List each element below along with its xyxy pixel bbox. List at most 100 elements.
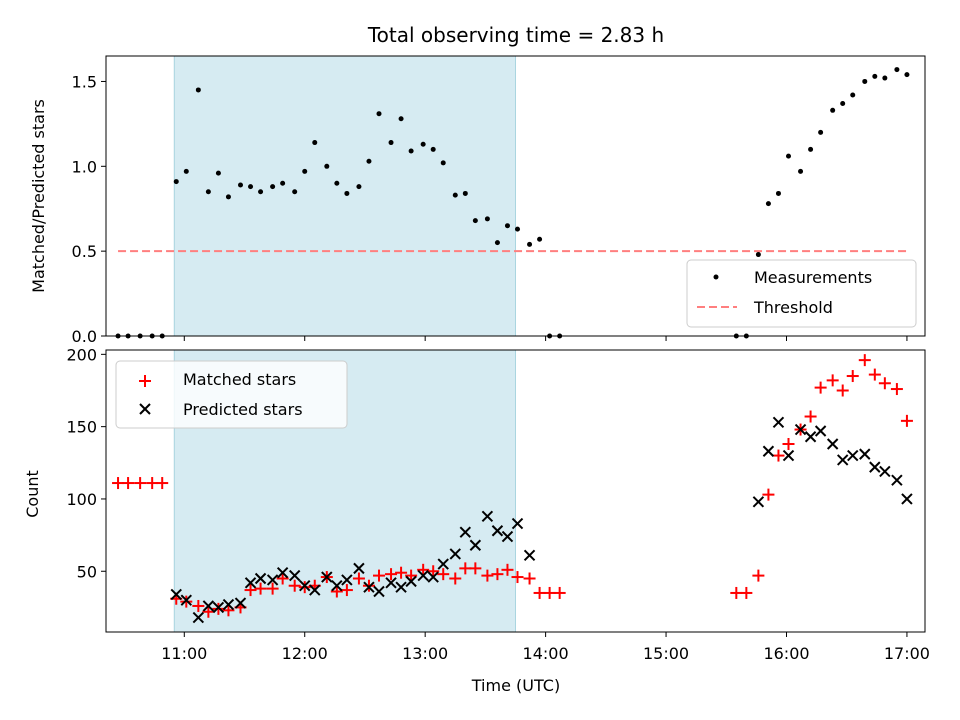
legend-measurements-label: Measurements (754, 268, 872, 287)
legend-matched-label: Matched stars (183, 370, 296, 389)
bottom-ytick-label: 50 (77, 562, 97, 581)
matched-point (254, 582, 267, 595)
matched-point (752, 569, 765, 582)
matched-point (762, 488, 775, 501)
matched-point (373, 569, 385, 582)
bottom-xtick-label: 14:00 (523, 644, 569, 663)
bottom-xtick-label: 12:00 (282, 644, 328, 663)
matched-point (890, 383, 903, 396)
measurement-point (302, 168, 308, 174)
measurement-point (398, 116, 404, 122)
measurement-point (882, 75, 888, 81)
measurement-point (388, 140, 394, 146)
legend-predicted-marker (139, 403, 151, 415)
measurement-point (894, 67, 900, 73)
predicted-point (222, 598, 235, 611)
predicted-point (847, 449, 859, 462)
matched-point (340, 584, 353, 597)
matched-point (523, 572, 536, 585)
matched-point (900, 414, 913, 427)
measurement-point (195, 87, 201, 93)
matched-point (449, 572, 462, 585)
predicted-point (341, 574, 353, 586)
measurement-point (452, 192, 458, 198)
measurement-point (765, 201, 771, 207)
predicted-point (449, 548, 461, 560)
matched-point (134, 477, 147, 490)
measurement-point (183, 168, 189, 174)
matched-point (730, 586, 743, 599)
matched-point (156, 477, 169, 490)
matched-point (212, 602, 225, 615)
matched-point (192, 599, 205, 612)
predicted-point (869, 461, 881, 473)
measurement-point (366, 158, 372, 164)
bottom-xtick-label: 11:00 (161, 644, 207, 663)
bottom-ylabel: Count (23, 470, 42, 518)
measurement-point (334, 180, 340, 186)
matched-point (804, 410, 817, 423)
measurement-point (258, 189, 264, 195)
predicted-point (244, 577, 257, 589)
predicted-point (427, 571, 439, 583)
measurement-point (755, 252, 761, 258)
matched-point (222, 604, 235, 617)
predicted-point (859, 448, 871, 460)
measurement-point (472, 218, 478, 224)
predicted-point (469, 539, 482, 551)
predicted-point (331, 580, 343, 592)
predicted-point (752, 496, 765, 508)
legend-measurements-marker (713, 274, 719, 280)
measurement-point (420, 141, 426, 147)
matched-point (244, 584, 257, 597)
predicted-point (836, 454, 849, 466)
measurement-point (312, 140, 318, 146)
predicted-point (299, 580, 311, 592)
predicted-point (804, 431, 817, 443)
top-ytick-label: 0.0 (72, 327, 97, 346)
measurement-point (798, 168, 804, 174)
matched-point (298, 581, 311, 594)
measurement-point (872, 73, 878, 79)
matched-point (112, 477, 125, 490)
predicted-point (901, 493, 913, 505)
matched-point (385, 568, 398, 581)
predicted-point (891, 474, 903, 486)
predicted-point (405, 575, 417, 588)
predicted-point (459, 526, 472, 538)
bottom-legend-box (115, 360, 348, 429)
measurement-point (344, 190, 350, 196)
predicted-point (772, 416, 785, 429)
predicted-point (417, 569, 429, 582)
matched-point (836, 384, 849, 397)
predicted-point (170, 588, 182, 601)
matched-point (772, 449, 785, 462)
matched-point (122, 477, 135, 490)
measurement-point (292, 189, 298, 195)
measurement-point (376, 111, 382, 117)
predicted-point (321, 571, 333, 583)
measurement-point (462, 190, 468, 196)
matched-point (202, 605, 215, 618)
predicted-point (234, 597, 247, 609)
matched-point (405, 569, 418, 582)
matched-point (543, 586, 556, 599)
measurement-point (515, 226, 521, 232)
matched-point (459, 562, 472, 575)
bottom-ytick-label: 150 (66, 418, 97, 437)
bottom-xtick-label: 16:00 (763, 644, 809, 663)
matched-point (469, 562, 482, 575)
bottom-axes-frame (105, 349, 926, 633)
measurement-point (270, 184, 276, 190)
matched-point (395, 566, 408, 579)
matched-point (288, 579, 301, 592)
predicted-point (501, 530, 514, 543)
matched-point (501, 563, 514, 576)
predicted-point (523, 549, 536, 562)
measurement-point (904, 72, 910, 78)
predicted-point (353, 562, 365, 575)
matched-point (146, 477, 159, 490)
predicted-point (266, 574, 279, 586)
predicted-point (288, 569, 301, 582)
predicted-point (879, 465, 891, 478)
